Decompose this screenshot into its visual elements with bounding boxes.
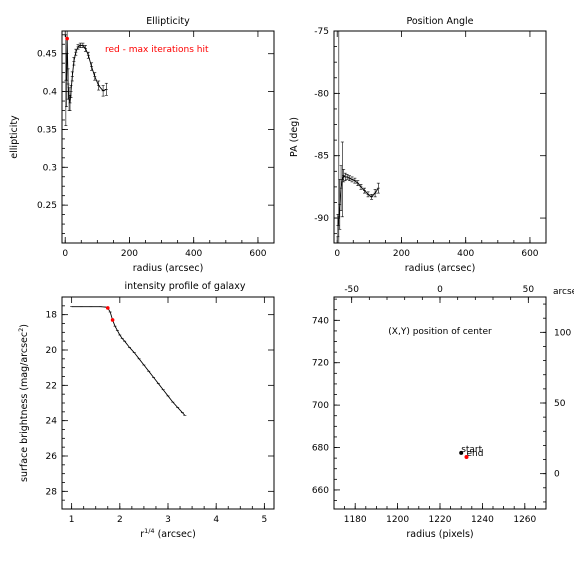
x-axis-label: r1/4 (arcsec): [140, 527, 196, 540]
plot-frame: [61, 296, 275, 510]
y-tick-label: 24: [46, 417, 58, 427]
series-group: [64, 31, 108, 126]
x-tick-label: 3: [165, 515, 171, 525]
top-x-tick-label: 0: [437, 285, 443, 295]
y-tick-label: 0.4: [43, 88, 58, 98]
x-tick-label: 1240: [471, 515, 494, 525]
x-tick-label: 1: [69, 515, 75, 525]
x-tick-label: 400: [185, 249, 202, 259]
chart-title: Ellipticity: [146, 16, 190, 27]
right-y-tick-label: 50: [554, 399, 566, 409]
center-point: [464, 455, 469, 460]
panel-annotation: (X,Y) position of center: [388, 327, 492, 337]
legend-annotation: red - max iterations hit: [105, 45, 209, 55]
x-axis-label: radius (pixels): [406, 529, 473, 540]
y-tick-label: 28: [46, 487, 58, 497]
y-tick-label: 740: [312, 316, 329, 326]
y-tick-label: 0.3: [43, 163, 57, 173]
plot-frame: [333, 30, 547, 244]
x-tick-label: 1200: [386, 515, 409, 525]
x-tick-label: 0: [334, 249, 340, 259]
y-tick-label: 0.35: [37, 125, 57, 135]
x-tick-label: 4: [213, 515, 219, 525]
right-axis-label: arcsec: [553, 287, 574, 297]
plot-frame: [61, 30, 275, 244]
x-tick-label: 2: [117, 515, 123, 525]
y-tick-label: -75: [314, 27, 329, 37]
x-tick-label: 600: [249, 249, 266, 259]
right-y-tick-label: 100: [554, 328, 571, 338]
x-tick-label: 5: [261, 515, 267, 525]
data-line: [71, 306, 186, 416]
y-tick-label: 0.45: [37, 50, 57, 60]
y-tick-label: -80: [314, 89, 329, 99]
ellipticity-panel: Ellipticity radius (arcsec) ellipticity …: [9, 16, 275, 274]
center-point-label: start: [461, 445, 482, 455]
y-tick-label: 720: [312, 359, 329, 369]
y-tick-label: 0.25: [37, 201, 57, 211]
x-tick-label: 200: [393, 249, 410, 259]
y-axis-label: ellipticity: [9, 115, 20, 159]
y-tick-label: 18: [46, 311, 58, 321]
y-tick-label: 20: [46, 346, 58, 356]
x-tick-label: 1180: [344, 515, 367, 525]
series-group: [70, 306, 187, 416]
position-angle-panel: Position Angle radius (arcsec) PA (deg) …: [289, 16, 547, 274]
top-x-tick-label: 50: [523, 285, 535, 295]
x-tick-label: 0: [62, 249, 68, 259]
right-y-tick-label: 0: [554, 470, 560, 480]
flagged-point: [110, 318, 115, 322]
center-position-panel: (X,Y) position of center radius (pixels)…: [312, 285, 574, 540]
center-point: [459, 450, 464, 455]
intensity-profile-panel: intensity profile of galaxy r1/4 (arcsec…: [17, 281, 275, 540]
chart-title: Position Angle: [406, 16, 473, 27]
x-tick-label: 1220: [429, 515, 452, 525]
y-axis-label: PA (deg): [289, 117, 300, 157]
y-tick-label: 26: [46, 452, 58, 462]
top-x-tick-label: -50: [344, 285, 359, 295]
y-tick-label: 22: [46, 381, 57, 391]
x-tick-label: 1260: [513, 515, 536, 525]
series-group: [336, 31, 380, 243]
x-tick-label: 200: [121, 249, 138, 259]
flagged-point: [65, 36, 69, 41]
center-point-label: end: [467, 449, 484, 459]
y-tick-label: -85: [314, 152, 329, 162]
y-tick-label: 660: [312, 486, 329, 496]
chart-title: intensity profile of galaxy: [125, 281, 246, 292]
flagged-point: [105, 306, 110, 310]
y-tick-label: 700: [312, 401, 329, 411]
x-tick-label: 600: [521, 249, 538, 259]
x-tick-label: 400: [457, 249, 474, 259]
y-tick-label: 680: [312, 444, 329, 454]
x-axis-label: radius (arcsec): [133, 263, 204, 274]
y-tick-label: -90: [314, 214, 329, 224]
y-axis-label: surface brightness (mag/arcsec2): [17, 324, 30, 482]
x-axis-label: radius (arcsec): [405, 263, 476, 274]
